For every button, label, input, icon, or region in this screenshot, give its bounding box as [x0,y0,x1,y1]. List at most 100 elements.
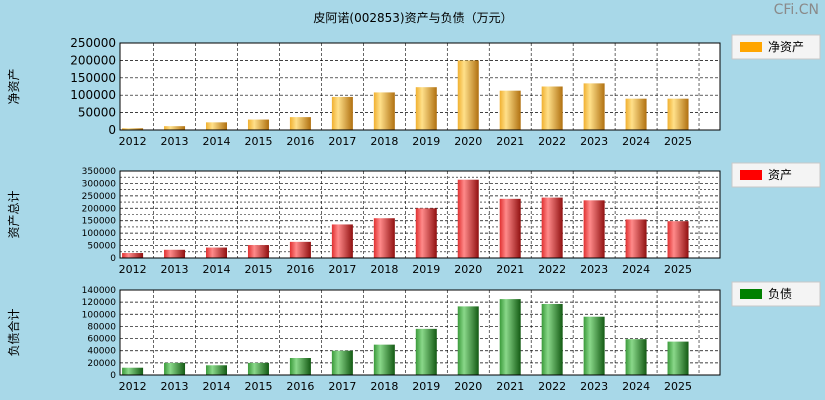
x-tick-label: 2021 [496,263,524,276]
x-tick-label: 2014 [203,380,231,393]
bar [457,306,479,375]
bar [206,122,228,130]
x-tick-label: 2023 [580,380,608,393]
x-tick-label: 2025 [664,135,692,148]
x-tick-label: 2018 [370,263,398,276]
x-tick-label: 2025 [664,263,692,276]
y-tick-label: 50000 [78,106,116,120]
y-tick-label: 250000 [82,192,117,202]
x-tick-label: 2020 [454,380,482,393]
bar [289,117,311,130]
bar [373,344,395,375]
x-tick-label: 2014 [203,135,231,148]
bar [206,365,228,375]
x-tick-label: 2021 [496,380,524,393]
y-tick-label: 0 [110,254,116,264]
plot-frame [119,42,721,131]
x-tick-label: 2021 [496,135,524,148]
x-tick-label: 2014 [203,263,231,276]
x-tick-label: 2020 [454,135,482,148]
bar [625,339,647,375]
bar [373,218,395,258]
bar [499,299,521,375]
x-tick-label: 2017 [328,263,356,276]
bar [541,303,563,375]
x-tick-label: 2015 [244,263,272,276]
legend-box [731,162,821,188]
bar [373,92,395,130]
x-tick-label: 2022 [538,135,566,148]
x-tick-label: 2017 [328,135,356,148]
y-tick-label: 0 [108,123,116,137]
y-tick-label: 150000 [70,71,116,85]
x-tick-label: 2013 [161,263,189,276]
x-tick-label: 2018 [370,135,398,148]
bar [625,219,647,258]
bar [499,90,521,130]
bar [331,224,353,258]
x-tick-label: 2023 [580,135,608,148]
x-tick-label: 2013 [161,135,189,148]
legend-label: 资产 [768,168,792,182]
y-axis-label: 负债合计 [6,308,21,356]
plot-frame [119,170,721,259]
bar [541,197,563,258]
x-tick-label: 2015 [244,135,272,148]
legend-swatch [740,170,762,180]
bar [331,96,353,130]
bar [667,341,689,375]
bar [625,98,647,130]
legend-swatch [740,289,762,299]
y-tick-label: 40000 [87,347,116,357]
legend-label: 负债 [768,287,792,301]
x-tick-label: 2022 [538,380,566,393]
bar [415,328,437,375]
bar [415,87,437,130]
x-tick-label: 2012 [119,380,147,393]
bar [667,221,689,258]
x-tick-label: 2013 [161,380,189,393]
y-tick-label: 120000 [82,298,117,308]
y-tick-label: 140000 [82,286,117,296]
y-tick-label: 80000 [87,322,116,332]
y-tick-label: 150000 [82,217,117,227]
bar [541,86,563,130]
x-tick-label: 2017 [328,380,356,393]
bar [164,249,186,258]
y-tick-label: 350000 [82,167,117,177]
bar [164,126,186,130]
x-tick-label: 2024 [622,263,650,276]
x-tick-label: 2018 [370,380,398,393]
y-tick-label: 50000 [87,242,116,252]
x-tick-label: 2020 [454,263,482,276]
x-tick-label: 2024 [622,135,650,148]
y-tick-label: 100000 [70,88,116,102]
x-tick-label: 2019 [412,135,440,148]
bar [206,247,228,258]
y-tick-label: 20000 [87,359,116,369]
x-tick-label: 2016 [286,135,314,148]
y-tick-label: 100000 [82,229,117,239]
legend-label: 净资产 [768,40,804,54]
bar [247,119,269,130]
y-axis-label: 净资产 [7,68,21,104]
bar [331,350,353,375]
x-tick-label: 2012 [119,135,147,148]
y-tick-label: 60000 [87,335,116,345]
bar [457,179,479,258]
y-tick-label: 0 [110,371,116,381]
x-tick-label: 2019 [412,263,440,276]
y-tick-label: 100000 [82,310,117,320]
x-tick-label: 2012 [119,263,147,276]
bar [667,98,689,130]
bar [122,367,144,375]
bar [457,60,479,130]
bar [247,245,269,258]
x-tick-label: 2023 [580,263,608,276]
bar [289,241,311,258]
bar [122,128,144,130]
x-tick-label: 2022 [538,263,566,276]
bar [247,362,269,375]
